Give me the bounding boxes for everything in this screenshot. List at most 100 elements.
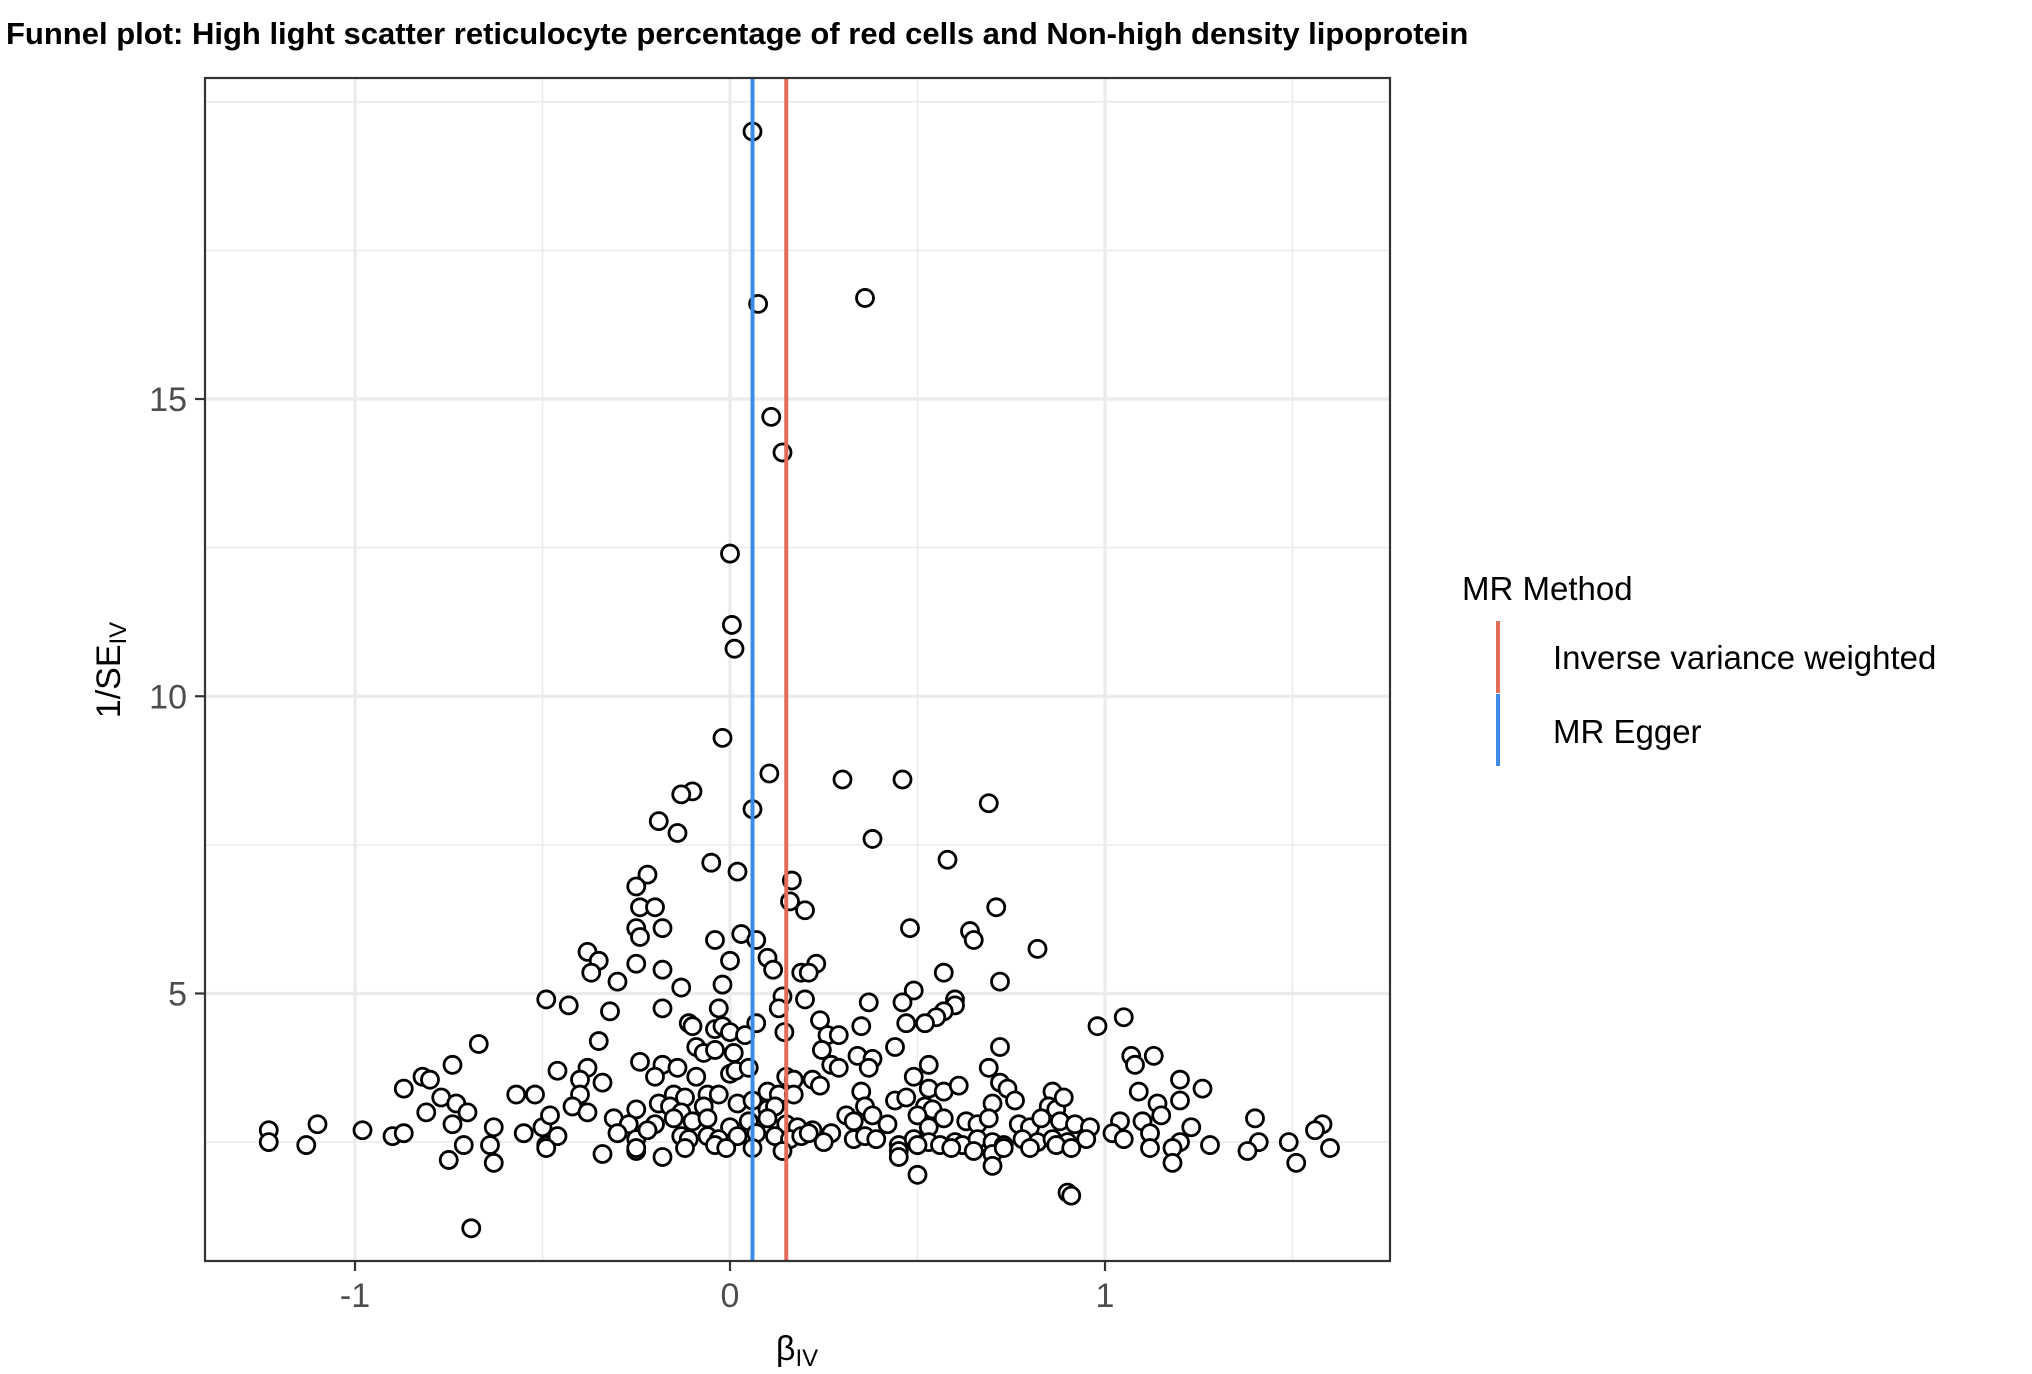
data-point: [1305, 1120, 1325, 1141]
data-point: [828, 1057, 849, 1078]
data-point: [724, 638, 745, 659]
data-point: [716, 1138, 737, 1158]
data-point: [1140, 1138, 1160, 1158]
data-point: [671, 977, 692, 998]
data-point: [933, 962, 954, 983]
data-point: [738, 1057, 759, 1078]
data-point: [813, 1132, 834, 1153]
legend-label-ivw: Inverse variance weighted: [1553, 639, 1936, 676]
data-point: [577, 1102, 598, 1123]
data-point: [1278, 1132, 1299, 1153]
y-axis-label: 1/SEIV: [90, 622, 132, 718]
data-point: [712, 974, 733, 995]
data-point: [761, 406, 782, 427]
data-point: [607, 1123, 628, 1144]
data-point: [652, 998, 673, 1019]
data-point: [1245, 1108, 1265, 1129]
data-point: [607, 971, 628, 992]
y-tick-label: 5: [168, 975, 187, 1013]
data-point: [877, 1114, 898, 1135]
data-point: [652, 1147, 673, 1167]
data-point: [1113, 1007, 1134, 1028]
data-point: [721, 615, 742, 635]
data-point: [978, 793, 999, 814]
data-point: [536, 989, 557, 1010]
data-point: [990, 971, 1010, 992]
data-point: [468, 1034, 489, 1054]
data-point: [416, 1102, 437, 1123]
data-point: [727, 861, 748, 882]
data-point: [858, 1057, 879, 1078]
data-point: [720, 543, 740, 564]
data-point: [480, 1135, 500, 1155]
data-point: [626, 876, 647, 897]
data-point: [720, 950, 740, 971]
data-point: [963, 930, 984, 950]
data-point: [843, 1111, 864, 1132]
data-point: [667, 823, 688, 843]
data-point: [810, 1075, 830, 1096]
data-point: [513, 1123, 534, 1144]
data-point: [258, 1132, 279, 1153]
data-point: [858, 992, 879, 1013]
y-tick-label: 10: [149, 678, 187, 716]
data-point: [420, 1069, 440, 1090]
data-point: [759, 763, 780, 784]
data-point: [1286, 1153, 1307, 1173]
data-point: [705, 930, 725, 950]
data-point: [1143, 1046, 1164, 1066]
data-point: [1076, 1129, 1097, 1150]
x-tick-label: -1: [340, 1277, 370, 1315]
data-point: [1113, 1129, 1134, 1150]
data-point: [506, 1084, 527, 1105]
data-point: [1162, 1153, 1183, 1173]
data-point: [630, 927, 650, 947]
data-point: [637, 864, 658, 885]
data-point: [1192, 1078, 1213, 1099]
data-point: [798, 1123, 819, 1144]
data-point: [547, 1126, 568, 1147]
data-point: [1181, 1117, 1202, 1138]
data-point: [1170, 1069, 1190, 1090]
data-point: [1020, 1138, 1040, 1158]
data-point: [540, 1105, 560, 1126]
x-tick-label: 0: [721, 1277, 740, 1315]
data-point: [937, 849, 958, 870]
data-point: [757, 1108, 778, 1129]
data-point: [712, 727, 733, 748]
data-point: [296, 1135, 317, 1155]
data-point: [682, 1016, 703, 1037]
data-point: [652, 959, 673, 980]
data-point: [851, 1016, 872, 1037]
data-point: [892, 769, 913, 790]
data-point: [442, 1114, 463, 1135]
data-point: [896, 1087, 917, 1108]
data-point: [900, 918, 920, 938]
data-point: [588, 1031, 609, 1051]
data-point: [885, 1037, 905, 1057]
data-point: [746, 930, 767, 950]
data-point: [903, 1066, 924, 1087]
data-point: [637, 1120, 658, 1141]
data-point: [645, 897, 665, 918]
data-point: [442, 1054, 463, 1075]
plot-panel-border: [203, 76, 1392, 1263]
y-axis-ticks: 5 10 15: [149, 381, 205, 1013]
data-point: [701, 852, 722, 873]
data-point: [862, 1105, 883, 1126]
y-tick-label: 15: [149, 381, 187, 419]
data-point: [457, 1102, 478, 1123]
data-point: [918, 1054, 939, 1075]
data-point: [727, 1126, 748, 1147]
data-point: [795, 900, 815, 921]
data-point: [393, 1078, 414, 1099]
data-point: [963, 1141, 984, 1161]
data-point: [592, 1144, 613, 1164]
data-point: [307, 1114, 328, 1135]
data-point: [1005, 1090, 1025, 1111]
data-point: [772, 442, 793, 463]
data-point: [1061, 1138, 1082, 1158]
data-point: [667, 1057, 688, 1078]
data-point: [438, 1150, 459, 1170]
data-point: [461, 1218, 482, 1239]
